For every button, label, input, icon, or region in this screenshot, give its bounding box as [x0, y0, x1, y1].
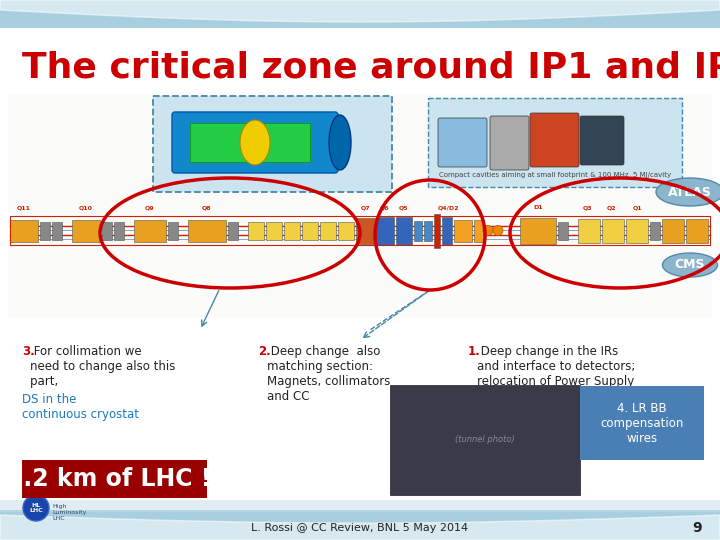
Text: For collimation we
need to change also this
part,: For collimation we need to change also t…	[30, 345, 176, 388]
Text: 1.2 km of LHC !!: 1.2 km of LHC !!	[7, 467, 222, 491]
FancyBboxPatch shape	[396, 217, 412, 245]
Circle shape	[23, 495, 49, 521]
FancyBboxPatch shape	[434, 213, 440, 247]
FancyBboxPatch shape	[22, 460, 207, 498]
FancyBboxPatch shape	[284, 221, 300, 240]
FancyBboxPatch shape	[52, 221, 62, 240]
FancyBboxPatch shape	[102, 221, 112, 240]
Ellipse shape	[329, 115, 351, 170]
Text: 2.: 2.	[258, 345, 271, 358]
FancyBboxPatch shape	[442, 217, 452, 245]
FancyBboxPatch shape	[428, 98, 682, 187]
FancyBboxPatch shape	[438, 118, 487, 167]
Ellipse shape	[240, 120, 270, 165]
Text: CMS: CMS	[675, 259, 706, 272]
FancyBboxPatch shape	[454, 219, 472, 241]
Text: 1.: 1.	[468, 345, 481, 358]
FancyBboxPatch shape	[190, 123, 310, 162]
FancyBboxPatch shape	[424, 220, 432, 240]
Text: Q4/D2: Q4/D2	[437, 205, 459, 210]
Text: Q5: Q5	[399, 205, 409, 210]
Polygon shape	[0, 510, 720, 540]
Text: Q11: Q11	[17, 205, 31, 210]
FancyBboxPatch shape	[626, 219, 648, 242]
FancyBboxPatch shape	[356, 218, 376, 244]
Text: DS in the
continuous cryostat: DS in the continuous cryostat	[22, 393, 139, 421]
Text: 3.: 3.	[22, 345, 35, 358]
FancyBboxPatch shape	[188, 219, 226, 241]
Text: Compact cavities aiming at small footprint & 100 MHz  5 MJ/cavity: Compact cavities aiming at small footpri…	[439, 172, 671, 178]
FancyBboxPatch shape	[578, 219, 600, 242]
Text: Q10: Q10	[79, 205, 93, 210]
FancyBboxPatch shape	[414, 220, 422, 240]
FancyBboxPatch shape	[0, 28, 720, 508]
FancyBboxPatch shape	[114, 221, 124, 240]
Text: Q3: Q3	[583, 205, 593, 210]
Text: The critical zone around IP1 and IP5: The critical zone around IP1 and IP5	[22, 51, 720, 85]
Text: 9: 9	[693, 521, 702, 535]
FancyBboxPatch shape	[686, 219, 708, 242]
Text: Q8: Q8	[202, 205, 212, 210]
Circle shape	[493, 226, 503, 235]
Text: High
Luminosity
LHC: High Luminosity LHC	[52, 504, 86, 521]
Text: D1: D1	[534, 205, 543, 210]
FancyBboxPatch shape	[248, 221, 264, 240]
FancyBboxPatch shape	[72, 219, 100, 241]
Text: 4. LR BB
compensation
wires: 4. LR BB compensation wires	[600, 402, 684, 444]
FancyBboxPatch shape	[134, 219, 166, 241]
Polygon shape	[0, 500, 720, 512]
Polygon shape	[0, 0, 720, 28]
FancyBboxPatch shape	[650, 221, 660, 240]
Text: Q7: Q7	[361, 205, 371, 210]
FancyBboxPatch shape	[662, 219, 684, 242]
FancyBboxPatch shape	[580, 116, 624, 165]
FancyBboxPatch shape	[376, 217, 394, 245]
FancyBboxPatch shape	[530, 113, 579, 167]
FancyBboxPatch shape	[8, 95, 712, 318]
FancyBboxPatch shape	[302, 221, 318, 240]
Text: HL
LHC: HL LHC	[29, 503, 43, 514]
Text: Deep change in the IRs
and interface to detectors;
relocation of Power Supply: Deep change in the IRs and interface to …	[477, 345, 635, 388]
FancyBboxPatch shape	[602, 219, 624, 242]
Text: ATLAS: ATLAS	[668, 186, 712, 199]
Text: Q1: Q1	[633, 205, 643, 210]
FancyBboxPatch shape	[40, 221, 50, 240]
FancyBboxPatch shape	[10, 219, 38, 241]
FancyBboxPatch shape	[474, 219, 484, 241]
Ellipse shape	[662, 253, 718, 277]
FancyBboxPatch shape	[338, 221, 354, 240]
FancyBboxPatch shape	[490, 116, 529, 170]
FancyBboxPatch shape	[266, 221, 282, 240]
FancyBboxPatch shape	[320, 221, 336, 240]
Text: L. Rossi @ CC Review, BNL 5 May 2014: L. Rossi @ CC Review, BNL 5 May 2014	[251, 523, 469, 533]
Text: Q6: Q6	[380, 205, 390, 210]
FancyBboxPatch shape	[580, 386, 704, 460]
FancyBboxPatch shape	[168, 221, 178, 240]
Text: (tunnel photo): (tunnel photo)	[455, 435, 515, 444]
Ellipse shape	[656, 178, 720, 206]
Circle shape	[483, 226, 493, 235]
FancyBboxPatch shape	[153, 96, 392, 192]
FancyBboxPatch shape	[172, 112, 338, 173]
Text: Deep change  also
matching section:
Magnets, collimators
and CC: Deep change also matching section: Magne…	[267, 345, 390, 403]
Text: Q2: Q2	[607, 205, 617, 210]
FancyBboxPatch shape	[520, 218, 556, 244]
FancyBboxPatch shape	[390, 385, 580, 495]
FancyBboxPatch shape	[228, 221, 238, 240]
Text: Q9: Q9	[145, 205, 155, 210]
FancyBboxPatch shape	[558, 221, 568, 240]
